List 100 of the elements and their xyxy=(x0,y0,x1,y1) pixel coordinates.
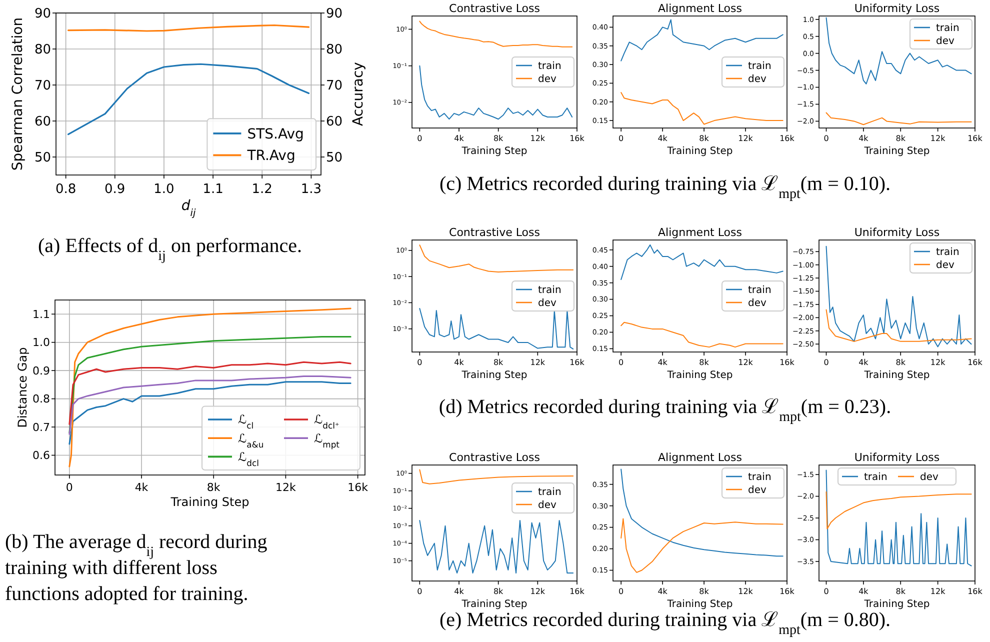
x-tick-label: 16k xyxy=(968,134,983,143)
text: (b) The average d$_{ij}$ record during training with different loss functions adopted for training. xyxy=(5,531,268,605)
legend-label: dev xyxy=(748,298,766,309)
x-axis-title: Training Step xyxy=(666,370,733,381)
x-tick-label: 4k xyxy=(454,358,464,367)
x-tick-label: 12k xyxy=(530,134,546,143)
text: (a) Effects of d$_{ij}$ on performance. xyxy=(38,235,302,264)
x-tick-label: 16k xyxy=(780,358,795,367)
legend-label: dev xyxy=(538,74,556,85)
x-tick-label: 8k xyxy=(699,134,710,143)
line-series xyxy=(68,375,352,435)
x-tick-label: 12k xyxy=(530,587,546,596)
x-tick-label: 1.0 xyxy=(154,182,174,197)
x-tick-label: 12k xyxy=(530,358,546,367)
x-tick-label: 8k xyxy=(896,134,906,143)
line-series xyxy=(620,92,784,125)
x-tick-label: 4k xyxy=(454,134,464,143)
y-tick-label: 60 xyxy=(34,114,51,130)
x-axis-title: Training Step xyxy=(460,599,528,610)
y-axis-title: Spearman Correlation xyxy=(10,17,26,171)
line-series xyxy=(620,244,784,280)
x-axis-title: Training Step xyxy=(666,599,733,610)
line-series xyxy=(419,20,573,48)
y2-tick-label: 60 xyxy=(326,114,343,130)
x-axis-title: Training Step xyxy=(170,495,250,509)
legend-label: train xyxy=(936,247,960,258)
text: (e) Metrics recorded during training via ℒ$_{mpt}$(m = 0.80). xyxy=(439,609,891,638)
text: (c) Metrics recorded during training via ℒ$_{mpt}$(m = 0.10). xyxy=(439,173,891,202)
legend-label: train xyxy=(538,285,562,296)
legend-label: train xyxy=(748,61,772,72)
x-tick-label: 4k xyxy=(658,358,668,367)
chart-title: Alignment Loss xyxy=(658,226,742,239)
line-series xyxy=(826,309,972,342)
legend-label: STS.Avg xyxy=(247,126,304,142)
legend-label: dev xyxy=(936,36,954,47)
x-tick-label: 0 xyxy=(618,134,624,143)
x-tick-label: 0 xyxy=(417,587,422,596)
x-tick-label: 12k xyxy=(930,134,946,143)
x-tick-label: 4k xyxy=(134,481,149,494)
line-series xyxy=(620,518,784,573)
y-axis-title: Distance Gap xyxy=(15,347,30,428)
chart-title: Uniformity Loss xyxy=(854,226,940,239)
line-series xyxy=(620,322,784,348)
x-tick-label: 0 xyxy=(66,481,73,494)
legend-label: dev xyxy=(538,298,556,309)
y-tick-label: 80 xyxy=(34,42,51,58)
legend-label: ℒ$_{mpt}$ xyxy=(314,431,340,450)
line-series xyxy=(620,19,784,62)
y-tick-label: 0.6 xyxy=(32,449,50,462)
x-tick-label: 12k xyxy=(738,134,754,143)
x-tick-label: 12k xyxy=(930,358,946,367)
x-tick-label: 8k xyxy=(699,358,710,367)
x-axis-title: Training Step xyxy=(863,146,930,157)
legend-label: TR.Avg xyxy=(246,148,296,164)
x-tick-label: 8k xyxy=(493,134,504,143)
legend-label: ℒ$_{cl}$ xyxy=(238,412,254,431)
x-tick-label: 16k xyxy=(570,358,585,367)
x-axis-title: Training Step xyxy=(460,370,528,381)
x-tick-label: 4k xyxy=(858,587,869,596)
x-axis-title: Training Step xyxy=(666,146,733,157)
legend-label: ℒ$_{a&u}$ xyxy=(238,431,264,450)
y2-tick-label: 70 xyxy=(326,78,343,94)
x-tick-label: 4k xyxy=(658,134,668,143)
x-tick-label: 4k xyxy=(454,587,464,596)
legend-label: dev xyxy=(538,500,556,511)
chart-title: Alignment Loss xyxy=(658,2,742,15)
legend-label: train xyxy=(748,472,772,483)
legend-label: dev xyxy=(748,485,766,496)
x-tick-label: 16k xyxy=(968,358,983,367)
legend-label: dev xyxy=(920,472,938,483)
chart-title: Contrastive Loss xyxy=(449,226,540,239)
x-tick-label: 16k xyxy=(780,134,795,143)
chart-title: Contrastive Loss xyxy=(449,451,540,464)
x-tick-label: 8k xyxy=(896,358,906,367)
y2-tick-label: 80 xyxy=(326,42,343,58)
x-tick-label: 0 xyxy=(417,134,422,143)
y-tick-label: 50 xyxy=(34,150,51,166)
x-tick-label: 12k xyxy=(738,358,754,367)
x-tick-label: 12k xyxy=(276,481,297,494)
line-series xyxy=(826,17,972,84)
y2-tick-label: 90 xyxy=(326,6,343,22)
x-tick-label: 0 xyxy=(824,134,829,143)
x-tick-label: 8k xyxy=(699,587,710,596)
line-series xyxy=(419,308,574,350)
legend-label: ℒ$_{dcl⁺}$ xyxy=(314,412,340,431)
x-tick-label: 0 xyxy=(417,358,422,367)
x-tick-label: 12k xyxy=(930,587,946,596)
chart-title: Uniformity Loss xyxy=(854,451,940,464)
legend-label: dev xyxy=(936,260,954,271)
legend-label: train xyxy=(538,487,562,498)
x-tick-label: 16k xyxy=(348,481,369,494)
line-series xyxy=(826,246,972,348)
x-tick-label: 16k xyxy=(570,587,585,596)
y-tick-label: 0.7 xyxy=(32,420,50,434)
chart-title: Contrastive Loss xyxy=(449,2,540,15)
x-tick-label: 0 xyxy=(824,587,829,596)
x-tick-label: 8k xyxy=(493,587,504,596)
x-tick-label: 0.9 xyxy=(104,182,126,197)
x-tick-label: 4k xyxy=(658,587,668,596)
x-tick-label: 8k xyxy=(493,358,504,367)
